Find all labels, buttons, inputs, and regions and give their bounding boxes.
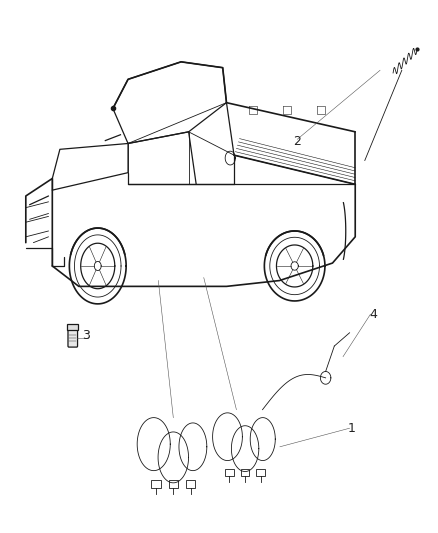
FancyBboxPatch shape: [68, 329, 78, 347]
Bar: [169, 480, 178, 488]
Bar: [186, 480, 195, 488]
Bar: [257, 469, 265, 476]
Bar: [151, 480, 161, 488]
Bar: [225, 469, 234, 476]
Bar: [241, 469, 249, 476]
Bar: [67, 324, 78, 330]
Text: 1: 1: [347, 422, 355, 435]
Text: 2: 2: [293, 135, 301, 148]
Text: 3: 3: [82, 329, 90, 342]
Text: 4: 4: [369, 308, 377, 321]
